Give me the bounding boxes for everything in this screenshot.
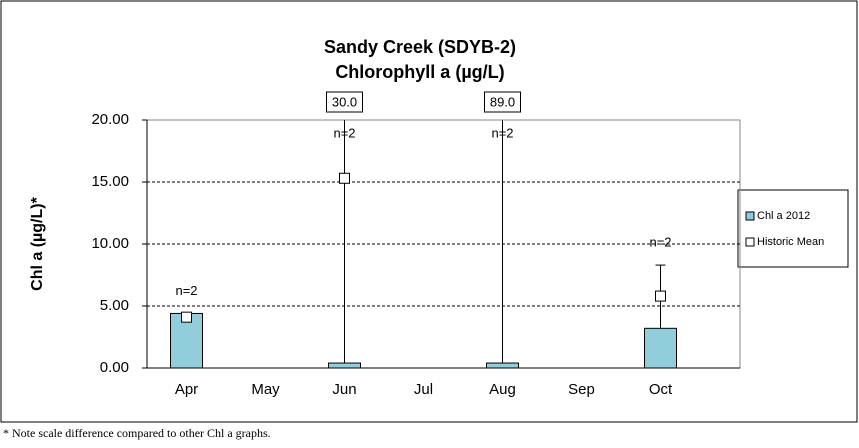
y-tick-label: 5.00 (100, 297, 129, 314)
legend-box (737, 189, 849, 268)
historic-mean-marker (181, 311, 192, 323)
x-tick-label: Apr (175, 381, 198, 398)
chart-title: Sandy Creek (SDYB-2) (324, 37, 516, 57)
off-scale-label: 30.0 (332, 94, 357, 109)
y-tick-label: 20.00 (91, 111, 129, 128)
x-tick-label: Jul (414, 381, 433, 398)
x-tick-label: Oct (649, 381, 673, 398)
n-label: n=2 (649, 235, 671, 250)
bar (328, 362, 361, 369)
legend-swatch (745, 211, 755, 221)
n-label: n=2 (333, 125, 355, 140)
y-axis-label: Chl a (µg/L)* (29, 196, 46, 290)
n-label: n=2 (175, 283, 197, 298)
x-tick-label: Aug (489, 381, 516, 398)
x-tick-label: May (251, 381, 280, 398)
x-tick-label: Sep (568, 381, 595, 398)
bar (644, 327, 677, 369)
legend-label: Chl a 2012 (757, 210, 810, 222)
chart-frame (0, 0, 858, 423)
y-tick-label: 10.00 (91, 235, 129, 252)
x-tick-label: Jun (332, 381, 356, 398)
n-label: n=2 (491, 125, 513, 140)
footnote: * Note scale difference compared to othe… (3, 426, 271, 440)
legend-swatch (745, 237, 755, 247)
historic-mean-marker (655, 290, 666, 302)
chart-title: Chlorophyll a (µg/L) (335, 62, 504, 82)
off-scale-label: 89.0 (490, 94, 515, 109)
legend-label: Historic Mean (757, 236, 824, 248)
y-tick-label: 15.00 (91, 173, 129, 190)
off-scale-box (326, 91, 363, 113)
off-scale-box (484, 91, 521, 113)
y-tick-label: 0.00 (100, 359, 129, 376)
bar (486, 362, 519, 369)
historic-mean-marker (339, 172, 350, 184)
